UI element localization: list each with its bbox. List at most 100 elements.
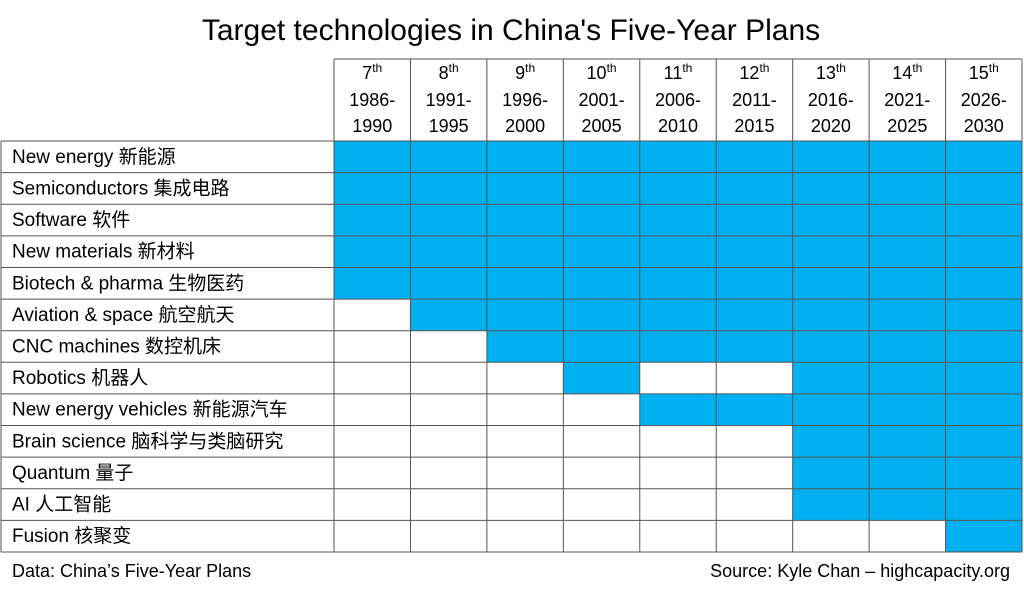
column-start: 1991- bbox=[426, 90, 472, 110]
cell-filled bbox=[716, 299, 793, 331]
row-label: New energy 新能源 bbox=[12, 146, 176, 168]
cell-filled bbox=[945, 488, 1022, 521]
footer-data: Data: China’s Five-Year Plans bbox=[12, 561, 251, 581]
cell-empty bbox=[716, 362, 793, 394]
column-start: 2001- bbox=[579, 90, 625, 110]
cell-filled bbox=[410, 235, 487, 268]
row-label: Robotics 机器人 bbox=[12, 367, 148, 389]
plan-number: 7 bbox=[362, 63, 372, 83]
cell-filled bbox=[792, 141, 870, 173]
cell-filled bbox=[945, 204, 1022, 236]
cell-empty bbox=[486, 488, 564, 521]
column-start: 2021- bbox=[884, 90, 930, 110]
cell-filled bbox=[639, 299, 717, 331]
plan-suffix: th bbox=[912, 61, 922, 75]
row-label: Brain science 脑科学与类脑研究 bbox=[12, 430, 283, 452]
cell-filled bbox=[869, 204, 946, 236]
cell-empty bbox=[486, 425, 564, 458]
plan-number: 12 bbox=[739, 63, 759, 83]
cell-empty bbox=[334, 299, 411, 331]
cell-empty bbox=[716, 520, 793, 552]
cell-filled bbox=[869, 235, 946, 268]
row-label: Biotech & pharma 生物医药 bbox=[12, 272, 244, 294]
cell-empty bbox=[410, 520, 487, 552]
cell-empty bbox=[486, 520, 564, 552]
plan-suffix: th bbox=[525, 61, 535, 75]
cell-filled bbox=[869, 425, 946, 458]
cell-filled bbox=[869, 362, 946, 394]
column-end: 1990 bbox=[352, 116, 392, 136]
cell-filled bbox=[410, 141, 487, 173]
column-start: 1986- bbox=[349, 90, 395, 110]
cell-filled bbox=[869, 393, 946, 426]
cell-filled bbox=[639, 141, 717, 173]
cell-filled bbox=[563, 267, 640, 300]
column-end: 2010 bbox=[658, 116, 698, 136]
cell-filled bbox=[486, 141, 564, 173]
cell-filled bbox=[486, 235, 564, 268]
cell-filled bbox=[716, 330, 793, 363]
cell-filled bbox=[869, 141, 946, 173]
column-plan: 13th bbox=[816, 61, 846, 83]
cell-filled bbox=[869, 488, 946, 521]
plan-number: 14 bbox=[892, 63, 912, 83]
cell-empty bbox=[716, 425, 793, 458]
cell-filled bbox=[716, 393, 793, 426]
cell-empty bbox=[639, 520, 717, 552]
plan-number: 13 bbox=[816, 63, 836, 83]
cell-filled bbox=[869, 172, 946, 205]
cell-filled bbox=[639, 172, 717, 205]
cell-filled bbox=[792, 299, 870, 331]
cell-empty bbox=[486, 362, 564, 394]
cell-filled bbox=[869, 457, 946, 489]
cell-empty bbox=[486, 457, 564, 489]
cell-filled bbox=[945, 457, 1022, 489]
plan-number: 8 bbox=[439, 63, 449, 83]
cell-filled bbox=[945, 330, 1022, 363]
cell-filled bbox=[792, 393, 870, 426]
plan-suffix: th bbox=[989, 61, 999, 75]
cell-filled bbox=[334, 141, 411, 173]
cell-filled bbox=[716, 204, 793, 236]
column-end: 2000 bbox=[505, 116, 545, 136]
column-start: 2016- bbox=[808, 90, 854, 110]
cell-filled bbox=[716, 235, 793, 268]
cell-filled bbox=[945, 362, 1022, 394]
row-label: Quantum 量子 bbox=[12, 463, 133, 484]
plan-number: 15 bbox=[969, 63, 989, 83]
cell-empty bbox=[563, 393, 640, 426]
column-end: 2025 bbox=[887, 116, 927, 136]
cell-filled bbox=[716, 267, 793, 300]
column-plan: 10th bbox=[587, 61, 617, 83]
cell-filled bbox=[945, 393, 1022, 426]
cell-filled bbox=[639, 204, 717, 236]
row-label: Semiconductors 集成电路 bbox=[12, 177, 230, 199]
row-label: AI 人工智能 bbox=[12, 494, 111, 516]
cell-empty bbox=[639, 362, 717, 394]
footer-source: Source: Kyle Chan – highcapacity.org bbox=[710, 561, 1010, 581]
cell-empty bbox=[563, 520, 640, 552]
cell-empty bbox=[716, 488, 793, 521]
cell-filled bbox=[716, 172, 793, 205]
cell-empty bbox=[792, 520, 870, 552]
cell-filled bbox=[792, 204, 870, 236]
cell-filled bbox=[486, 330, 564, 363]
cell-empty bbox=[563, 425, 640, 458]
cell-empty bbox=[334, 457, 411, 489]
cell-filled bbox=[945, 425, 1022, 458]
column-start: 2026- bbox=[961, 90, 1007, 110]
cell-empty bbox=[410, 425, 487, 458]
cell-empty bbox=[639, 457, 717, 489]
cell-filled bbox=[486, 172, 564, 205]
cell-filled bbox=[869, 267, 946, 300]
plan-number: 10 bbox=[587, 63, 607, 83]
cell-empty bbox=[334, 362, 411, 394]
cell-filled bbox=[792, 425, 870, 458]
cell-filled bbox=[945, 267, 1022, 300]
cell-filled bbox=[945, 172, 1022, 205]
column-end: 2005 bbox=[582, 116, 622, 136]
plan-number: 11 bbox=[664, 63, 683, 83]
plan-suffix: th bbox=[836, 61, 846, 75]
column-start: 2006- bbox=[655, 90, 701, 110]
cell-filled bbox=[486, 204, 564, 236]
